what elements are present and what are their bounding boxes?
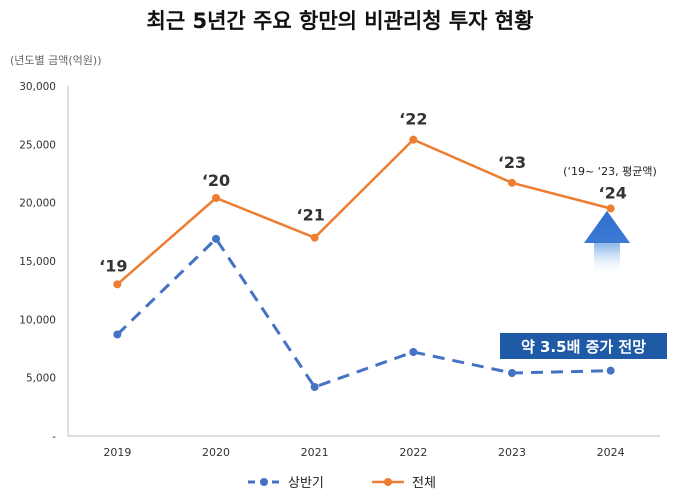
series-1-point: [508, 178, 516, 187]
y-unit-label: (년도별 금액(억원)): [10, 54, 102, 67]
series-0-point: [113, 330, 122, 339]
series-0-point: [508, 369, 516, 377]
legend-item-1: 전체: [372, 476, 436, 491]
series-1-point: [606, 204, 615, 213]
series-0-point: [310, 383, 319, 391]
y-tick-label: 10,000: [19, 314, 56, 326]
y-tick-label: 20,000: [19, 198, 56, 210]
point-labels: ‘19 ‘20 ‘21 ‘22 ‘23 ‘24: [99, 110, 627, 276]
legend-label: 전체: [412, 476, 436, 491]
y-tick-label: -: [52, 431, 56, 443]
x-tick-label: 2019: [103, 446, 131, 459]
y-axis: 30,000 25,000 20,000 15,000 10,000 5,000 -: [19, 81, 56, 443]
year-point-label: ‘19: [99, 256, 127, 275]
y-tick-label: 30,000: [19, 81, 56, 93]
year-point-label: ‘22: [399, 110, 427, 129]
legend-label: 상반기: [288, 476, 324, 491]
series-1-point: [113, 280, 122, 289]
legend-marker: [260, 478, 268, 486]
callout-text: 약 3.5배 증가 전망: [521, 338, 646, 356]
callout-box: 약 3.5배 증가 전망: [500, 333, 667, 359]
series-0-point: [409, 348, 418, 356]
x-tick-label: 2023: [498, 446, 526, 459]
series-0-point: [606, 366, 615, 375]
series-1-point: [310, 233, 319, 242]
year-point-label: ‘23: [498, 153, 526, 172]
legend-item-0: 상반기: [248, 476, 324, 491]
x-axis: 2019 2020 2021 2022 2023 2024: [103, 446, 624, 459]
series-1-point: [409, 135, 418, 144]
x-tick-label: 2021: [301, 446, 329, 459]
y-tick-label: 15,000: [19, 256, 56, 268]
y-tick-label: 5,000: [26, 373, 56, 385]
average-note: (‘19~ ‘23, 평균액): [563, 165, 657, 178]
year-point-label: ‘24: [598, 184, 626, 203]
series-1-point: [212, 194, 220, 202]
x-tick-label: 2020: [202, 446, 230, 459]
legend-marker: [384, 478, 392, 486]
increase-arrow-icon: [584, 211, 630, 276]
series-line-1: [116, 138, 611, 286]
series-layer: [113, 135, 615, 391]
chart-title: 최근 5년간 주요 항만의 비관리청 투자 현황: [147, 9, 534, 33]
y-tick-label: 25,000: [19, 139, 56, 151]
year-point-label: ‘20: [202, 171, 230, 190]
x-tick-label: 2022: [399, 446, 427, 459]
series-line-0: [116, 236, 611, 389]
year-point-label: ‘21: [296, 206, 324, 225]
legend: 상반기 전체: [248, 476, 436, 491]
x-tick-label: 2024: [597, 446, 625, 459]
series-0-point: [212, 234, 220, 243]
